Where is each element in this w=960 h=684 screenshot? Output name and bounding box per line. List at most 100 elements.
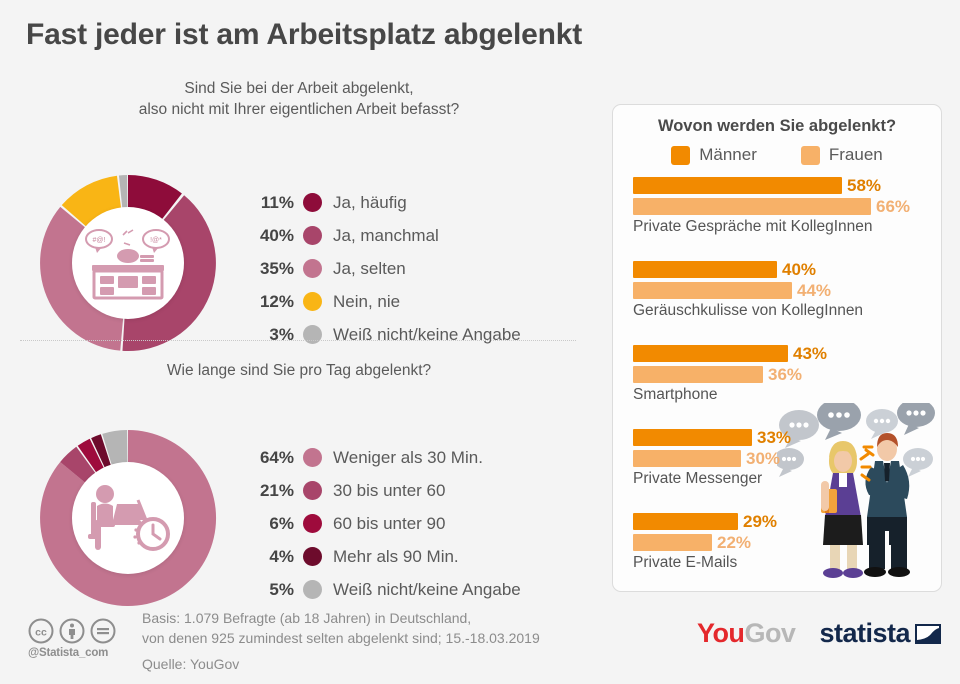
creative-commons-block: cc @Statista_com	[28, 618, 116, 659]
desk-with-speech-bubbles-icon: #@! !@*	[85, 229, 170, 300]
legend-color-dot	[303, 547, 322, 566]
donut-2-slice-30-bis-unter-60	[60, 446, 98, 486]
legend-percent: 21%	[259, 480, 294, 500]
legend-percent: 11%	[260, 192, 294, 212]
legend-label: 60 bis unter 90	[333, 513, 446, 533]
basis-line-2: von denen 925 zumindest selten abgelenkt…	[142, 630, 540, 646]
donut-2-slice-60-bis-unter-90	[77, 438, 106, 476]
bar-groups: 58% 66% Private Gespräche mit KollegInne…	[633, 176, 933, 591]
bar-group-private-emails: 29% 22% Private E-Mails	[633, 512, 933, 591]
legend-label: Weniger als 30 Min.	[333, 447, 483, 467]
legend-swatch-frauen	[800, 145, 820, 165]
no-derivatives-equals-icon	[90, 618, 116, 644]
donut-1-slice-ja-selten	[40, 206, 124, 351]
brand-logos: YouGov statista	[697, 618, 942, 649]
donut-2-slice-mehr-90	[91, 434, 113, 472]
bar-value-maenner: 33%	[757, 427, 792, 447]
question-2-line-1: Wie lange sind Sie pro Tag abgelenkt?	[166, 362, 432, 379]
yougov-gov: Gov	[744, 618, 796, 648]
source-block: Basis: 1.079 Befragte (ab 18 Jahren) in …	[142, 608, 540, 674]
legend-percent: 35%	[259, 258, 294, 278]
legend-label: Ja, selten	[333, 258, 406, 278]
legend-label-frauen: Frauen	[828, 145, 883, 164]
legend-item: 3% Weiß nicht/keine Angabe	[248, 318, 521, 351]
svg-text:!@*: !@*	[150, 237, 162, 244]
bar-frauen: 36%	[633, 365, 802, 384]
legend-percent: 12%	[259, 291, 294, 311]
bar-value-frauen: 30%	[746, 448, 781, 468]
legend-label-maenner: Männer	[699, 145, 757, 164]
legend-percent: 40%	[259, 225, 294, 245]
legend-item: 11% Ja, häufig	[248, 186, 521, 219]
donut-2-svg	[40, 430, 217, 606]
footer: cc @Statista_com Basis: 1.079 Befragte (…	[0, 600, 960, 684]
bar-maenner: 33%	[633, 428, 791, 447]
legend-swatch-maenner	[671, 145, 691, 165]
bar-category-label: Private Messenger	[633, 470, 763, 487]
legend-percent: 3%	[269, 324, 294, 344]
legend-label: Ja, häufig	[333, 192, 407, 212]
bar-maenner: 43%	[633, 344, 827, 363]
legend-color-dot	[303, 226, 322, 245]
statista-logo: statista	[819, 618, 942, 649]
bar-value-frauen: 44%	[797, 280, 832, 300]
legend-percent: 6%	[269, 513, 294, 533]
bar-category-label: Smartphone	[633, 386, 718, 403]
yougov-logo: YouGov	[697, 618, 796, 649]
question-2-heading: Wie lange sind Sie pro Tag abgelenkt?	[14, 360, 584, 381]
bar-maenner: 40%	[633, 260, 816, 279]
legend-item-maenner: Männer	[671, 145, 757, 165]
bar-value-frauen: 36%	[768, 364, 803, 384]
legend-color-dot	[303, 580, 322, 599]
two-colleagues-talking-illustration	[774, 399, 937, 583]
question-1-line-2: also nicht mit Ihrer eigentlichen Arbeit…	[138, 101, 460, 118]
bar-value-maenner: 29%	[743, 511, 778, 531]
source-line: Quelle: YouGov	[142, 656, 240, 672]
legend-label: Mehr als 90 Min.	[333, 546, 459, 566]
legend-color-dot	[303, 514, 322, 533]
person-at-laptop-with-clock-icon	[88, 485, 170, 551]
bar-group-geraeuschkulisse: 40% 44% Geräuschkulisse von KollegInnen	[633, 260, 933, 345]
bar-frauen: 44%	[633, 281, 831, 300]
bar-group-smartphone: 43% 36% Smartphone	[633, 344, 933, 429]
donut-2-center	[72, 462, 184, 574]
legend-percent: 5%	[269, 579, 294, 599]
donut-2-legend: 64% Weniger als 30 Min. 21% 30 bis unter…	[248, 441, 521, 606]
section-divider	[20, 340, 576, 341]
creative-commons-icon: cc	[28, 618, 54, 644]
distraction-sources-panel: Wovon werden Sie abgelenkt? Männer Fraue…	[612, 104, 942, 592]
legend-item: 4% Mehr als 90 Min.	[248, 540, 521, 573]
panel-legend: Männer Frauen	[613, 145, 941, 165]
legend-color-dot	[303, 481, 322, 500]
legend-label: Nein, nie	[333, 291, 401, 311]
legend-label: Weiß nicht/keine Angabe	[333, 324, 521, 344]
legend-item: 6% 60 bis unter 90	[248, 507, 521, 540]
bar-frauen: 30%	[633, 449, 780, 468]
legend-label: Ja, manchmal	[333, 225, 439, 245]
statista-mark-icon	[915, 623, 941, 644]
legend-item: 5% Weiß nicht/keine Angabe	[248, 573, 521, 606]
panel-title: Wovon werden Sie abgelenkt?	[657, 117, 897, 135]
bar-group-private-messenger: 33% 30% Private Messenger	[633, 428, 933, 513]
bar-maenner: 58%	[633, 176, 881, 195]
left-column: Sind Sie bei der Arbeit abgelenkt, also …	[0, 78, 600, 606]
legend-item-frauen: Frauen	[800, 145, 883, 165]
legend-percent: 4%	[269, 546, 294, 566]
donut-2-slice-weiss-nicht	[102, 430, 128, 469]
bar-value-frauen: 22%	[717, 532, 752, 552]
legend-color-dot	[303, 193, 322, 212]
bar-value-maenner: 40%	[782, 259, 817, 279]
donut-1-legend: 11% Ja, häufig 40% Ja, manchmal 35% Ja, …	[248, 186, 521, 351]
bar-value-maenner: 43%	[793, 343, 828, 363]
statista-handle: @Statista_com	[28, 647, 109, 659]
bar-category-label: Private E-Mails	[633, 554, 738, 571]
cc-icon-group: cc	[28, 618, 116, 644]
basis-line-1: Basis: 1.079 Befragte (ab 18 Jahren) in …	[142, 610, 472, 626]
bar-value-maenner: 58%	[847, 175, 882, 195]
legend-label: Weiß nicht/keine Angabe	[333, 579, 521, 599]
bar-maenner: 29%	[633, 512, 777, 531]
page-title: Fast jeder ist am Arbeitsplatz abgelenkt	[26, 18, 583, 51]
donut-1-slice-weiss-nicht	[118, 175, 128, 212]
donut-chart-1: #@! !@*	[33, 168, 233, 368]
